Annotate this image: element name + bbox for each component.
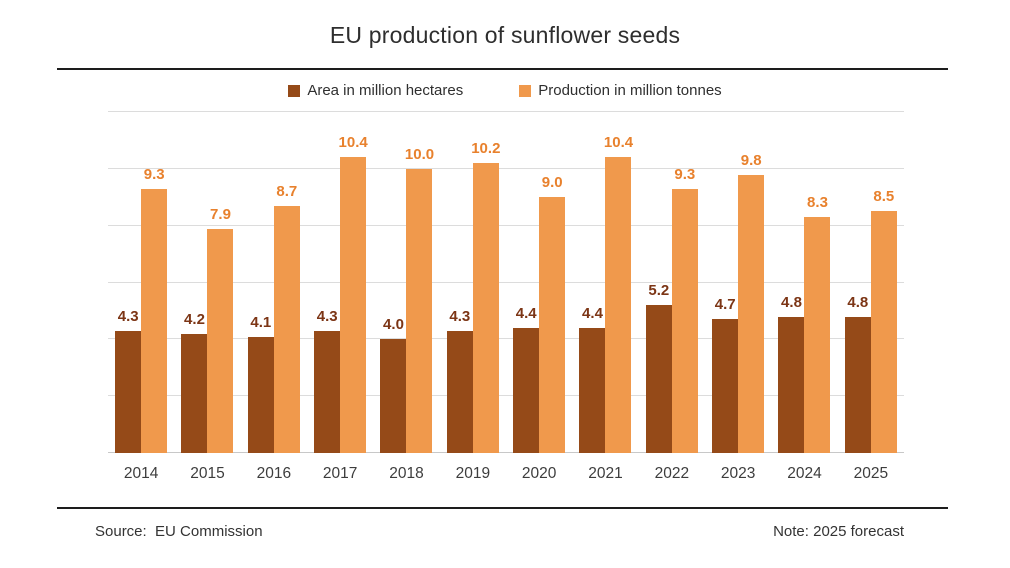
gridline: [108, 338, 904, 340]
legend-label-area: Area in million hectares: [307, 82, 464, 99]
chart-title: EU production of sunflower seeds: [329, 22, 681, 48]
x-axis-label-2023: 2023: [720, 465, 756, 482]
source-text: Source: EU Commission: [95, 523, 263, 540]
gridline: [108, 111, 904, 112]
bar-group-2023: 4.7 9.8: [705, 112, 771, 453]
production-bar-2023: 9.8: [738, 152, 765, 453]
area-bar-2016: 4.1: [247, 314, 274, 453]
x-axis: 2014 2015 2016 2017 2018 2019 2020 2021 2022 2023…: [108, 465, 904, 487]
area-bar-2020: 4.4: [513, 305, 540, 453]
production-value-label-2024: 8.3: [807, 194, 828, 212]
x-axis-label-2014: 2014: [123, 465, 159, 482]
bar-group-2021: 4.4 10.4: [572, 112, 638, 453]
bar-group-2015: 4.2 7.9: [174, 112, 240, 453]
area-value-label-2021: 4.4: [582, 304, 603, 322]
production-value-label-2025: 8.5: [873, 188, 895, 206]
legend-item-production: Production in million tonnes: [519, 82, 722, 99]
x-axis-label-2022: 2022: [654, 465, 690, 482]
production-value-label-2018: 10.0: [404, 145, 435, 163]
area-value-label-2022: 5.2: [648, 282, 670, 300]
production-value-label-2019: 10.2: [471, 140, 501, 158]
legend-swatch-area-icon: [288, 84, 301, 97]
area-value-label-2016: 4.1: [250, 313, 272, 331]
area-value-label-2023: 4.7: [714, 296, 736, 314]
area-value-label-2014: 4.3: [117, 307, 139, 325]
production-bar-2019: 10.2: [471, 140, 500, 453]
bar-group-2018: 4.0 10.0: [373, 112, 439, 453]
x-axis-label-2021: 2021: [588, 465, 623, 482]
production-bar-2020: 9.0: [539, 174, 566, 453]
production-bar-2018: 10.0: [405, 146, 434, 453]
bar-group-2024: 4.8 8.3: [771, 112, 837, 453]
production-value-label-2017: 10.4: [338, 134, 368, 152]
area-value-label-2017: 4.3: [316, 307, 338, 325]
area-bar-2023: 4.7: [712, 296, 739, 453]
production-value-label-2016: 8.7: [276, 182, 298, 200]
gridline: [108, 167, 904, 169]
legend-label-production: Production in million tonnes: [538, 82, 722, 99]
area-bar-2014: 4.3: [115, 308, 142, 453]
production-bar-2025: 8.5: [870, 188, 897, 453]
area-bar-2025: 4.8: [844, 294, 871, 453]
bar-group-2020: 4.4 9.0: [506, 112, 572, 453]
production-value-label-2021: 10.4: [603, 134, 634, 152]
bar-group-2022: 5.2 9.3: [639, 112, 705, 453]
gridline: [108, 224, 904, 226]
top-divider: [57, 68, 948, 70]
plot-area: 4.3 9.3 4.2 7.9 4.1 8.7 4.3 10.4 4.0 10.0 4.3 10.2 4…: [108, 111, 904, 453]
x-axis-label-2020: 2020: [521, 465, 557, 482]
area-bar-2021: 4.4: [579, 305, 606, 453]
area-value-label-2025: 4.8: [847, 293, 869, 311]
production-bar-2022: 9.3: [671, 166, 698, 453]
area-bar-2017: 4.3: [314, 308, 341, 453]
area-bar-2022: 5.2: [645, 282, 672, 453]
production-bar-2014: 9.3: [141, 166, 168, 453]
area-bar-2015: 4.2: [181, 311, 208, 453]
bar-group-2019: 4.3 10.2: [440, 112, 506, 453]
production-bar-2015: 7.9: [207, 206, 234, 453]
area-bar-2019: 4.3: [446, 308, 473, 453]
area-value-label-2020: 4.4: [515, 304, 537, 322]
x-axis-label-2015: 2015: [190, 465, 225, 482]
legend: Area in million hectares Production in m…: [0, 82, 1010, 99]
x-axis-label-2016: 2016: [256, 465, 292, 482]
production-value-label-2014: 9.3: [143, 165, 165, 183]
x-axis-label-2017: 2017: [322, 465, 358, 482]
x-axis-label-2024: 2024: [787, 465, 822, 482]
bar-group-2016: 4.1 8.7: [241, 112, 307, 453]
area-bar-2018: 4.0: [380, 316, 407, 453]
area-value-label-2024: 4.8: [781, 293, 802, 311]
gridline: [108, 395, 904, 397]
production-bar-2024: 8.3: [804, 194, 831, 453]
bottom-divider: [57, 507, 948, 509]
note-text: Note: 2025 forecast: [773, 523, 904, 540]
x-axis-label-2019: 2019: [455, 465, 491, 482]
gridline: [108, 281, 904, 283]
x-axis-label-2025: 2025: [853, 465, 889, 482]
legend-item-area: Area in million hectares: [288, 82, 463, 99]
production-value-label-2020: 9.0: [541, 174, 563, 192]
bar-group-2014: 4.3 9.3: [108, 112, 174, 453]
area-bar-2024: 4.8: [778, 294, 805, 453]
x-axis-label-2018: 2018: [389, 465, 424, 482]
production-bar-2021: 10.4: [604, 134, 633, 453]
area-value-label-2015: 4.2: [184, 310, 205, 328]
production-value-label-2023: 9.8: [740, 151, 762, 169]
production-value-label-2022: 9.3: [674, 165, 696, 183]
production-bar-2017: 10.4: [339, 134, 368, 453]
production-bar-2016: 8.7: [273, 183, 300, 453]
x-axis-baseline: [108, 452, 904, 453]
legend-swatch-production-icon: [519, 84, 532, 97]
bar-group-2017: 4.3 10.4: [307, 112, 373, 453]
bar-group-2025: 4.8 8.5: [838, 112, 904, 453]
area-value-label-2018: 4.0: [383, 316, 404, 334]
production-value-label-2015: 7.9: [210, 205, 231, 223]
area-value-label-2019: 4.3: [449, 307, 471, 325]
